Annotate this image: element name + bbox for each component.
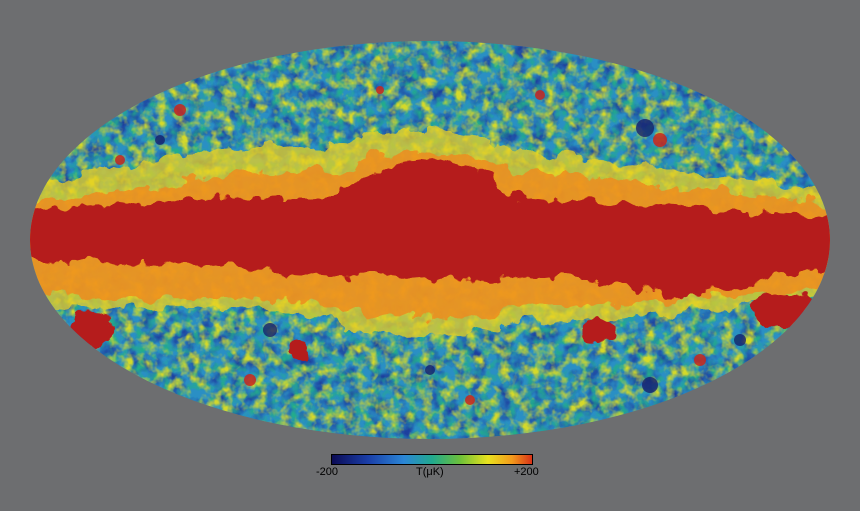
- galactic-plane: [30, 159, 830, 360]
- map-ellipse: [30, 41, 830, 439]
- hot-spots: [115, 86, 706, 405]
- colorbar-max-label: +200: [514, 466, 539, 478]
- sky-map: [30, 41, 830, 439]
- cold-spots: [155, 119, 746, 393]
- colorbar-min-label: -200: [316, 466, 339, 478]
- colorbar: [331, 454, 533, 465]
- colorbar-unit-label: T(μK): [416, 466, 444, 478]
